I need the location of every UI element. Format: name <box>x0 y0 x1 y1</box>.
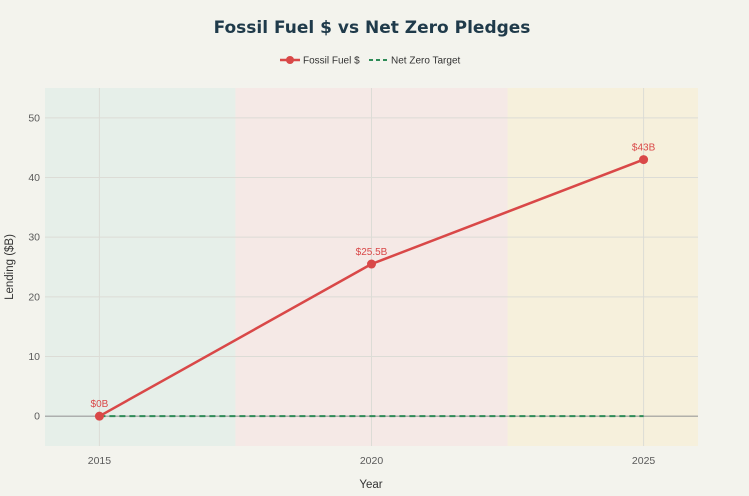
data-point-fossil-fuel[interactable] <box>94 411 104 421</box>
data-label-fossil-fuel: $43B <box>632 143 656 154</box>
y-tick-label: 50 <box>28 112 40 124</box>
legend-fossil-label: Fossil Fuel $ <box>303 56 360 67</box>
x-axis-label: Year <box>359 479 382 491</box>
legend-netzero-label: Net Zero Target <box>391 56 461 67</box>
background-band-2 <box>507 88 698 446</box>
y-tick-label: 30 <box>28 232 40 244</box>
x-tick-label: 2025 <box>632 455 656 467</box>
y-tick-label: 40 <box>28 172 40 184</box>
y-tick-label: 10 <box>28 351 40 363</box>
legend-fossil-marker <box>286 56 294 64</box>
chart-legend: Fossil Fuel $ Net Zero Target <box>280 56 461 67</box>
data-point-fossil-fuel[interactable] <box>367 259 376 269</box>
data-label-fossil-fuel: $25.5B <box>356 247 388 258</box>
background-band-0 <box>45 88 236 446</box>
chart-title: Fossil Fuel $ vs Net Zero Pledges <box>214 18 531 38</box>
x-tick-label: 2020 <box>360 455 384 467</box>
y-tick-label: 0 <box>34 411 40 423</box>
y-tick-label: 20 <box>28 291 40 303</box>
x-tick-label: 2015 <box>88 455 112 467</box>
data-point-fossil-fuel[interactable] <box>639 155 649 165</box>
y-axis-label: Lending ($B) <box>4 234 16 300</box>
data-label-fossil-fuel: $0B <box>91 399 109 410</box>
